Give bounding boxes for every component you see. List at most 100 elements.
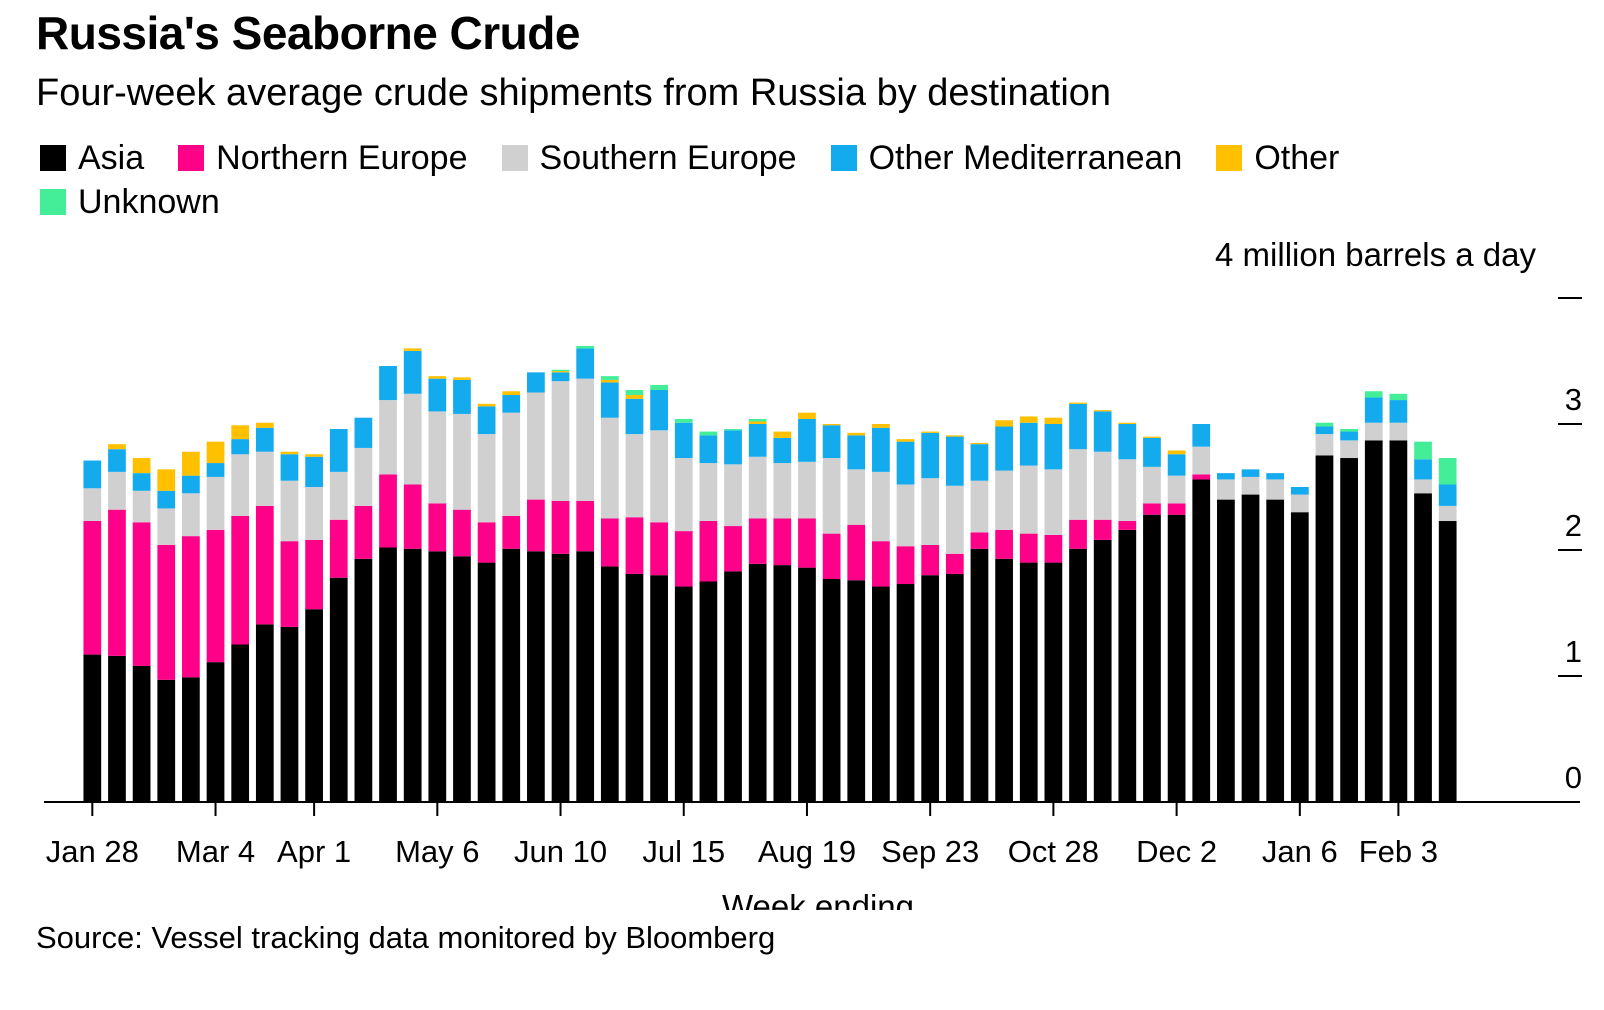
bar-segment-southern-europe [1414,479,1432,494]
bar-segment-southern-europe [1290,494,1309,513]
bar-segment-other-mediterranean [1019,422,1038,466]
bar-segment-other-mediterranean [329,429,348,472]
bar-segment-other-mediterranean [1167,454,1186,476]
bar-segment-other-mediterranean [1044,424,1063,470]
bar-segment-other-mediterranean [1069,403,1087,450]
bar-segment-asia [945,573,964,802]
bar-segment-unknown [748,418,767,422]
bar-segment-other [625,395,644,399]
bar-segment-asia [625,573,644,802]
bar-segment-southern-europe [1364,422,1383,441]
bar-segment-asia [428,551,447,802]
bar-segment-asia [527,551,545,802]
bar-segment-other [502,391,521,396]
bar-segment-southern-europe [132,490,151,523]
bar-segment-other-mediterranean [576,348,595,379]
bar-segment-asia [354,558,373,802]
bar-segment-asia [255,624,274,802]
bar-segment-southern-europe [379,400,397,475]
legend-swatch [501,145,528,171]
y-axis-unit-label: 4 million barrels a day [1215,236,1536,273]
legend-label: Other Mediterranean [868,138,1183,177]
stacked-bar-chart: 0 1 2 3 Jan 28 Mar 4 Apr 1 May 6 Jun 10 Jul 15 Au… [44,297,1582,910]
bar-segment-southern-europe [945,485,964,554]
bar-segment-other [403,348,422,351]
bar-segment-asia [773,565,792,802]
bar-segment-asia [1019,562,1038,802]
bar-segment-other [822,424,841,426]
bar-segment-other-mediterranean [650,389,668,431]
bar-segment-southern-europe [798,461,816,519]
bar-segment-asia [576,551,595,802]
bar-segment-northern-europe [551,500,570,554]
bar-segment-asia [280,626,299,802]
bar-segment-southern-europe [1389,422,1408,441]
legend-item-unknown: Unknown [40,183,220,221]
x-tick-label: Sep 23 [881,834,979,869]
bar-segment-southern-europe [921,478,940,545]
bar-segment-northern-europe [280,541,299,627]
bar-segment-unknown [1315,422,1334,427]
bar-segment-other-mediterranean [182,475,200,494]
bar-segment-southern-europe [576,378,595,501]
bar-segment-other-mediterranean [724,430,742,465]
chart-title: Russia's Seaborne Crude [36,7,580,59]
bar-segment-other-mediterranean [921,432,940,479]
bar-segment-unknown [1438,458,1457,485]
bar-segment-asia [1217,499,1235,802]
bar-segment-asia [132,665,151,802]
bar-segment-southern-europe [280,480,299,542]
bar-segment-asia [970,548,989,802]
bar-segment-other [108,444,126,450]
bar-segment-other-mediterranean [502,395,521,413]
bar-segment-other-mediterranean [1315,426,1334,435]
bar-segment-other [798,412,816,419]
bar-segment-other-mediterranean [132,473,151,491]
bar-segment-northern-europe [255,505,274,625]
x-tick-label: Jan 28 [46,834,139,869]
bar-segment-other-mediterranean [354,417,373,448]
bar-segment-other [255,422,274,428]
legend-swatch [830,145,857,171]
bar-segment-northern-europe [1143,503,1161,515]
bar-segment-southern-europe [403,393,422,485]
bar-segment-northern-europe [1019,533,1038,563]
bar-segment-other [280,451,299,455]
bar-segment-other [896,439,915,442]
bar-segment-northern-europe [527,499,545,552]
bar-segment-northern-europe [453,509,471,557]
x-axis-title: Week ending [722,888,914,910]
bar-segment-asia [502,548,521,802]
bar-segment-southern-europe [182,493,200,537]
bar-segment-southern-europe [625,434,644,518]
bar-segment-other-mediterranean [280,454,299,481]
bar-segment-other-mediterranean [1340,431,1358,441]
bar-segment-northern-europe [108,509,126,656]
bar-segment-northern-europe [600,518,619,567]
bar-segment-asia [157,679,176,802]
bar-segment-other-mediterranean [1118,424,1137,460]
bar-segment-asia [1315,455,1334,802]
bar-segment-other [206,441,225,464]
bar-segment-southern-europe [157,508,176,545]
bar-segment-southern-europe [1241,476,1260,495]
bar-segment-other-mediterranean [847,435,866,470]
bar-segment-southern-europe [1167,475,1186,504]
bar-segment-southern-europe [970,480,989,533]
legend-item-other-mediterranean: Other Mediterranean [830,138,1183,177]
x-tick-label: Mar 4 [176,834,255,869]
bar-segment-northern-europe [157,544,176,680]
bar-segment-other [773,431,792,438]
x-axis: Jan 28 Mar 4 Apr 1 May 6 Jun 10 Jul 15 Aug 19 S… [46,802,1438,869]
bar-segment-asia [1414,493,1432,802]
bar-segment-other [551,371,570,373]
x-tick-label: Feb 3 [1359,834,1438,869]
bar-segment-other-mediterranean [1143,437,1161,467]
bar-segment-other-mediterranean [773,437,792,464]
bar-segment-other-mediterranean [674,422,693,459]
bar-segment-southern-europe [1438,505,1457,522]
bar-segment-southern-europe [83,488,102,522]
bar-segment-asia [674,586,693,802]
bar-segment-other-mediterranean [945,436,964,486]
bar-segment-unknown [1389,393,1408,401]
